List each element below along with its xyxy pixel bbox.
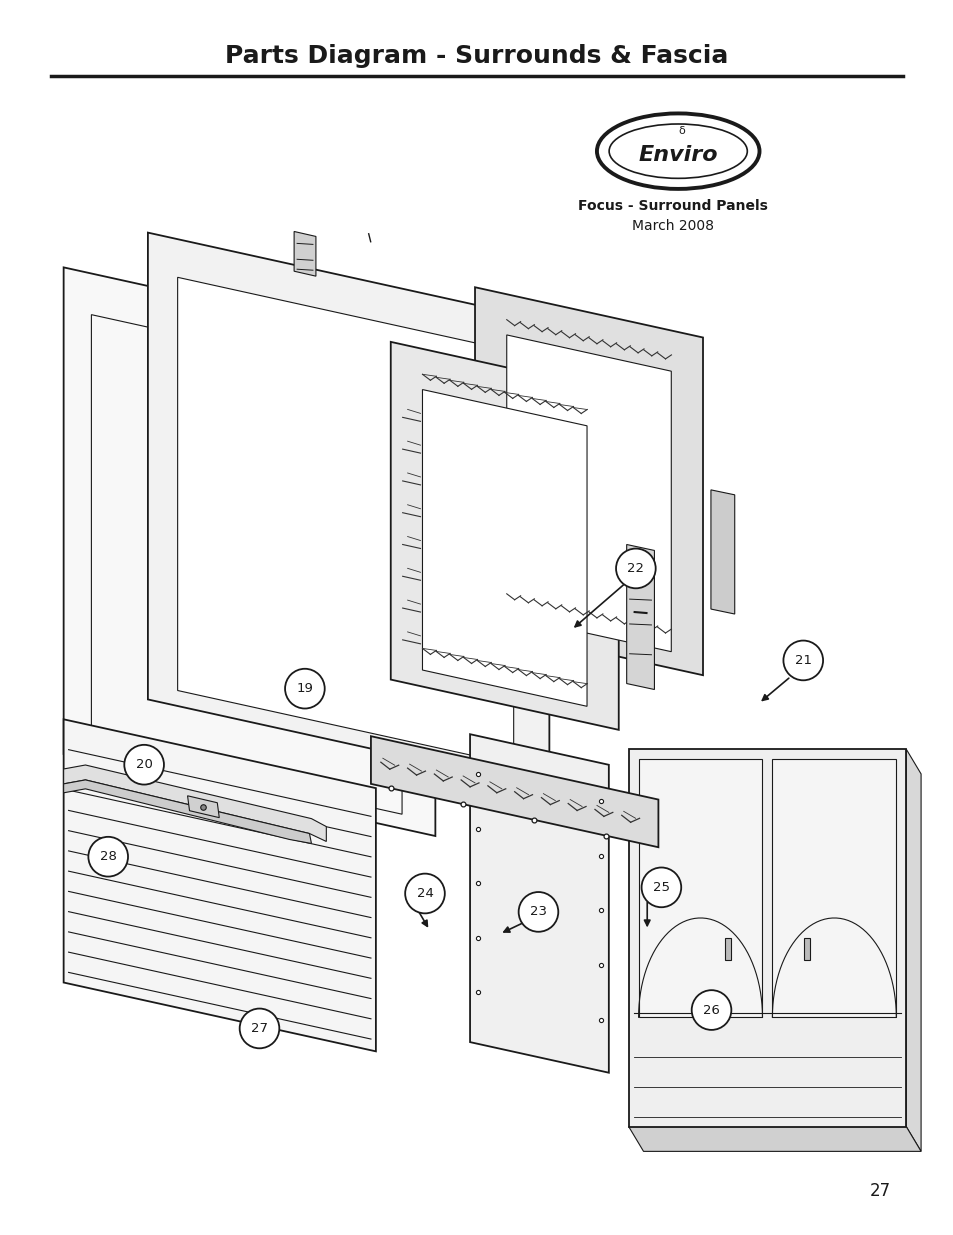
Text: Parts Diagram - Surrounds & Fascia: Parts Diagram - Surrounds & Fascia: [225, 43, 728, 68]
Polygon shape: [710, 490, 734, 614]
Polygon shape: [148, 232, 549, 788]
Circle shape: [691, 990, 731, 1030]
Polygon shape: [177, 278, 513, 764]
Circle shape: [405, 873, 444, 914]
Text: 25: 25: [652, 881, 669, 894]
Text: Focus - Surround Panels: Focus - Surround Panels: [578, 199, 767, 212]
Circle shape: [641, 867, 680, 908]
Circle shape: [124, 745, 164, 784]
Polygon shape: [391, 342, 618, 730]
Text: 23: 23: [530, 905, 546, 919]
Text: 27: 27: [869, 1182, 890, 1200]
Text: 26: 26: [702, 1004, 720, 1016]
Polygon shape: [64, 719, 375, 1051]
Polygon shape: [470, 734, 608, 1073]
Polygon shape: [475, 288, 702, 676]
Text: 21: 21: [794, 655, 811, 667]
Text: 19: 19: [296, 682, 313, 695]
Polygon shape: [628, 1126, 920, 1151]
Polygon shape: [803, 937, 809, 960]
Polygon shape: [638, 760, 761, 1018]
Polygon shape: [64, 779, 311, 844]
Circle shape: [239, 1009, 279, 1049]
Circle shape: [518, 892, 558, 931]
Polygon shape: [772, 760, 896, 1018]
Text: 24: 24: [416, 887, 433, 900]
Polygon shape: [371, 736, 658, 847]
Text: March 2008: March 2008: [632, 219, 714, 232]
Polygon shape: [905, 750, 920, 1151]
Text: 22: 22: [627, 562, 643, 576]
Text: δ: δ: [679, 126, 685, 136]
Text: 27: 27: [251, 1021, 268, 1035]
Polygon shape: [91, 315, 401, 814]
Text: Enviro: Enviro: [638, 146, 718, 165]
Circle shape: [285, 669, 324, 709]
Text: 28: 28: [100, 850, 116, 863]
Circle shape: [616, 548, 655, 588]
Polygon shape: [188, 795, 219, 818]
Polygon shape: [724, 937, 730, 960]
Polygon shape: [64, 268, 435, 836]
Polygon shape: [64, 764, 326, 841]
Polygon shape: [294, 231, 315, 277]
Text: 20: 20: [135, 758, 152, 771]
Polygon shape: [422, 389, 586, 706]
Polygon shape: [626, 545, 654, 689]
Circle shape: [782, 641, 822, 680]
Circle shape: [89, 837, 128, 877]
Polygon shape: [628, 750, 905, 1126]
Polygon shape: [506, 335, 671, 652]
